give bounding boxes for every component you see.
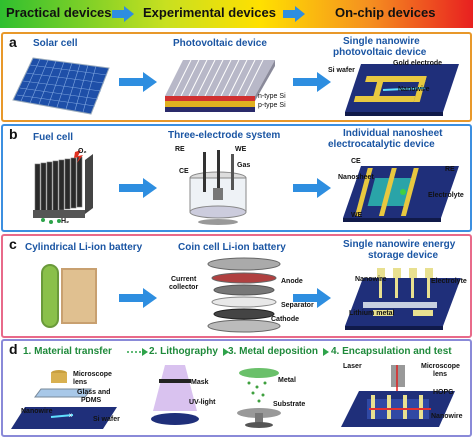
label-si-wafer-d: Si wafer [93, 416, 120, 423]
step-arrow-3 [323, 348, 329, 356]
lithography-illustration [151, 365, 199, 425]
header-onchip: On-chip devices [335, 5, 436, 20]
label-anode: Anode [281, 278, 303, 285]
label-nanowire-c: Nanowire [355, 276, 387, 283]
label-collector: collector [169, 284, 199, 291]
panel-c: c Cylindrical Li-ion battery Coin cell L… [1, 234, 472, 338]
label-we-right: WE [351, 212, 363, 219]
photovoltaic-illustration [165, 59, 275, 112]
label-glass-pdms-2: PDMS [81, 397, 102, 404]
label-separator: Separator [281, 302, 314, 309]
label-re: RE [175, 146, 185, 153]
label-ce: CE [179, 168, 189, 175]
header-gradient [0, 0, 473, 28]
panel-a-col3-title-2: photovoltaic device [333, 47, 427, 58]
panel-d: d 1. Material transfer 2. Lithography 3.… [1, 339, 472, 437]
panel-a-col3-title-1: Single nanowire [343, 36, 420, 47]
label-nanosheet: Nanosheet [338, 174, 374, 181]
label-microscope-d4: Microscope [421, 363, 460, 370]
material-transfer-illustration: x [11, 370, 117, 429]
header-practical: Practical devices [6, 5, 112, 20]
label-microscope-d1: Microscope [73, 371, 112, 378]
label-we: WE [235, 146, 247, 153]
step-3: 3. Metal deposition [228, 346, 319, 357]
label-nanowire-d1: Nanowire [21, 408, 53, 415]
label-laser: Laser [343, 363, 362, 370]
label-p-type-si: p-type Si [258, 102, 286, 109]
label-hopg: HOPG [433, 389, 454, 396]
encapsulation-illustration [341, 365, 455, 427]
label-h2: H₂ [61, 218, 70, 225]
cylindrical-battery-illustration [41, 264, 97, 328]
arrow-a2 [293, 72, 331, 92]
solar-panel-illustration [12, 57, 110, 115]
panel-a-col2-title: Photovoltaic device [173, 38, 267, 49]
arrow-b1 [119, 178, 157, 198]
svg-text:x: x [69, 413, 72, 419]
label-si-wafer: Si wafer [328, 67, 355, 74]
arrow-b2 [293, 178, 331, 198]
label-lens-d4: lens [433, 371, 448, 378]
label-electrolyte-b: Electrolyte [428, 192, 464, 199]
panel-b-col3-title-1: Individual nanosheet [343, 128, 443, 139]
label-re-right: RE [445, 166, 455, 173]
arrow-c1 [119, 288, 157, 308]
step-arrow-1 [127, 348, 148, 356]
label-gas: Gas [237, 162, 251, 169]
three-electrode-illustration [189, 150, 247, 225]
panel-a-col1-title: Solar cell [33, 38, 78, 49]
label-lithium-metal: Lithium metal [349, 310, 395, 317]
panel-a: a Solar cell Photovoltaic device Single … [1, 32, 472, 122]
header-bar: Practical devices Experimental devices O… [0, 0, 473, 28]
label-substrate: Substrate [273, 401, 306, 408]
panel-b-col3-title-2: electrocatalytic device [328, 139, 435, 150]
panel-b: b Fuel cell Three-electrode system Indiv… [1, 124, 472, 232]
step-1: 1. Material transfer [23, 346, 112, 357]
panel-c-col1-title: Cylindrical Li-ion battery [25, 242, 143, 253]
label-uv-light: UV-light [189, 399, 216, 406]
label-lens-d1: lens [73, 379, 88, 386]
panel-c-col2-title: Coin cell Li-ion battery [178, 242, 286, 253]
storage-device-illustration [345, 268, 461, 330]
nanosheet-device-illustration [343, 166, 459, 222]
step-2: 2. Lithography [149, 346, 218, 357]
metal-deposition-illustration [237, 368, 281, 428]
panel-c-col3-title-1: Single nanowire energy [343, 239, 456, 250]
nanowire-device-illustration [345, 64, 459, 116]
coin-cell-illustration [207, 257, 281, 333]
arrow-c2 [293, 288, 331, 308]
label-o2: O₂ [78, 148, 87, 155]
step-arrow-2 [223, 348, 229, 356]
arrow-a1 [119, 72, 157, 92]
header-experimental: Experimental devices [143, 5, 276, 20]
label-gold-electrode: Gold electrode [393, 60, 443, 67]
panel-b-col2-title: Three-electrode system [168, 130, 281, 141]
panel-a-letter: a [9, 34, 17, 50]
label-mask: Mask [191, 379, 209, 386]
label-metal: Metal [278, 377, 296, 384]
panel-b-col1-title: Fuel cell [33, 132, 74, 143]
label-glass-pdms-1: Glass and [77, 389, 111, 396]
panel-b-letter: b [9, 126, 18, 142]
label-current: Current [171, 276, 197, 283]
label-n-type-si: n-type Si [258, 93, 286, 100]
fuel-cell-illustration [33, 150, 93, 224]
label-nanowire-a: Nanowire [398, 86, 430, 93]
panel-c-col3-title-2: storage device [368, 250, 439, 261]
label-cathode: Cathode [271, 316, 299, 323]
label-nanowire-d4: Nanowire [431, 413, 463, 420]
label-ce-right: CE [351, 158, 361, 165]
panel-d-letter: d [9, 341, 18, 357]
step-4: 4. Encapsulation and test [331, 346, 452, 357]
label-electrolyte-c: Electrolyte [431, 278, 467, 285]
panel-c-letter: c [9, 236, 17, 252]
